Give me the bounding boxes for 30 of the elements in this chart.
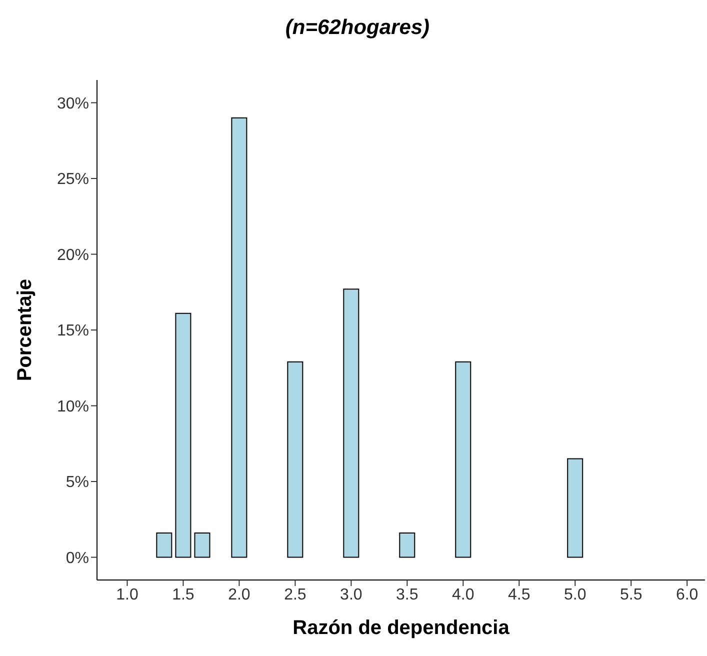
x-tick-label: 1.0 bbox=[116, 586, 138, 604]
y-tick-label: 15% bbox=[56, 322, 89, 340]
x-tick-label: 6.0 bbox=[676, 586, 698, 604]
y-tick-label: 5% bbox=[66, 474, 89, 492]
x-tick-label: 4.0 bbox=[452, 586, 474, 604]
bar bbox=[194, 532, 210, 558]
x-tick-label: 3.0 bbox=[340, 586, 362, 604]
bar bbox=[455, 361, 472, 558]
y-tick-label: 0% bbox=[66, 550, 89, 567]
y-tick-label: 20% bbox=[56, 246, 89, 264]
y-tick-label: 30% bbox=[56, 95, 89, 112]
x-tick-label: 1.5 bbox=[172, 586, 194, 604]
x-axis-title: Razón de dependencia bbox=[292, 617, 510, 639]
y-tick-label: 25% bbox=[56, 171, 89, 188]
bar bbox=[567, 458, 584, 558]
x-tick-label: 5.5 bbox=[620, 586, 642, 604]
x-tick-label: 5.0 bbox=[564, 586, 586, 604]
bar bbox=[156, 532, 172, 558]
bar bbox=[287, 361, 304, 558]
y-axis-title: Porcentaje bbox=[14, 278, 36, 382]
bar bbox=[175, 312, 192, 558]
x-tick-label: 2.0 bbox=[228, 586, 250, 604]
bar bbox=[343, 288, 360, 558]
x-tick-label: 3.5 bbox=[396, 586, 418, 604]
y-tick-label: 10% bbox=[56, 398, 89, 416]
chart-title: (n=62hogares) bbox=[284, 16, 431, 40]
bar bbox=[231, 117, 248, 558]
x-tick-label: 2.5 bbox=[284, 586, 306, 604]
bar bbox=[399, 532, 416, 558]
x-tick-label: 4.5 bbox=[508, 586, 530, 604]
